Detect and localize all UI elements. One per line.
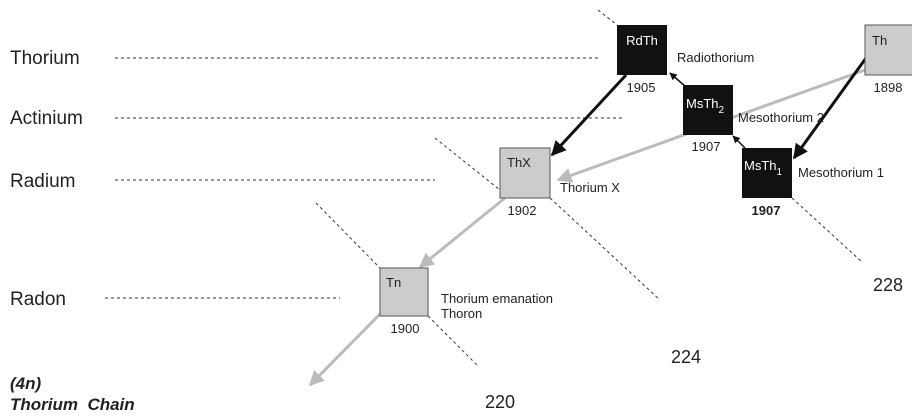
node-year: 1905 <box>627 80 656 95</box>
chain-label: (4n) <box>10 374 42 393</box>
diagonal <box>597 9 618 26</box>
arrow <box>308 310 384 387</box>
node-year: 1900 <box>391 321 420 336</box>
chain-title: Thorium Chain <box>10 395 135 414</box>
node-symbol: Th <box>872 33 887 48</box>
node-box <box>683 85 733 135</box>
row-label: Actinium <box>10 108 83 129</box>
node-year: 1902 <box>508 203 537 218</box>
node-symbol: ThX <box>507 155 531 170</box>
arrow <box>792 57 868 160</box>
node-symbol: MsTh2 <box>686 96 725 116</box>
node-year: 1907 <box>692 139 721 154</box>
node-box <box>864 24 912 76</box>
arrow <box>732 135 746 149</box>
node-year: 1907 <box>752 203 781 218</box>
node-name: Radiothorium <box>677 50 754 65</box>
node-symbol: RdTh <box>626 33 658 48</box>
diagonal <box>427 315 479 367</box>
row-label: Radon <box>10 289 66 310</box>
diagonal <box>549 197 661 301</box>
node-box <box>617 25 667 75</box>
node-year: 1898 <box>874 80 903 95</box>
diagonal <box>315 202 381 269</box>
node-box <box>379 267 429 317</box>
node-name: Thorium X <box>560 180 620 195</box>
node-name: Thoron <box>441 306 482 321</box>
node-name: Mesothorium 1 <box>798 165 884 180</box>
mass-number: 228 <box>873 275 903 295</box>
mass-number: 220 <box>485 392 515 412</box>
node-symbol: Tn <box>386 275 401 290</box>
arrow <box>550 73 628 157</box>
arrow <box>418 196 506 269</box>
node-box <box>742 148 792 198</box>
mass-number: 224 <box>671 347 701 367</box>
row-label: Radium <box>10 171 75 192</box>
node-name: Mesothorium 2 <box>738 110 824 125</box>
row-label: Thorium <box>10 48 80 69</box>
diagonal <box>434 137 501 191</box>
node-box <box>499 147 551 199</box>
node-symbol: MsTh1 <box>744 158 783 178</box>
diagonal <box>791 197 863 263</box>
arrow <box>669 72 687 88</box>
node-name: Thorium emanation <box>441 291 553 306</box>
